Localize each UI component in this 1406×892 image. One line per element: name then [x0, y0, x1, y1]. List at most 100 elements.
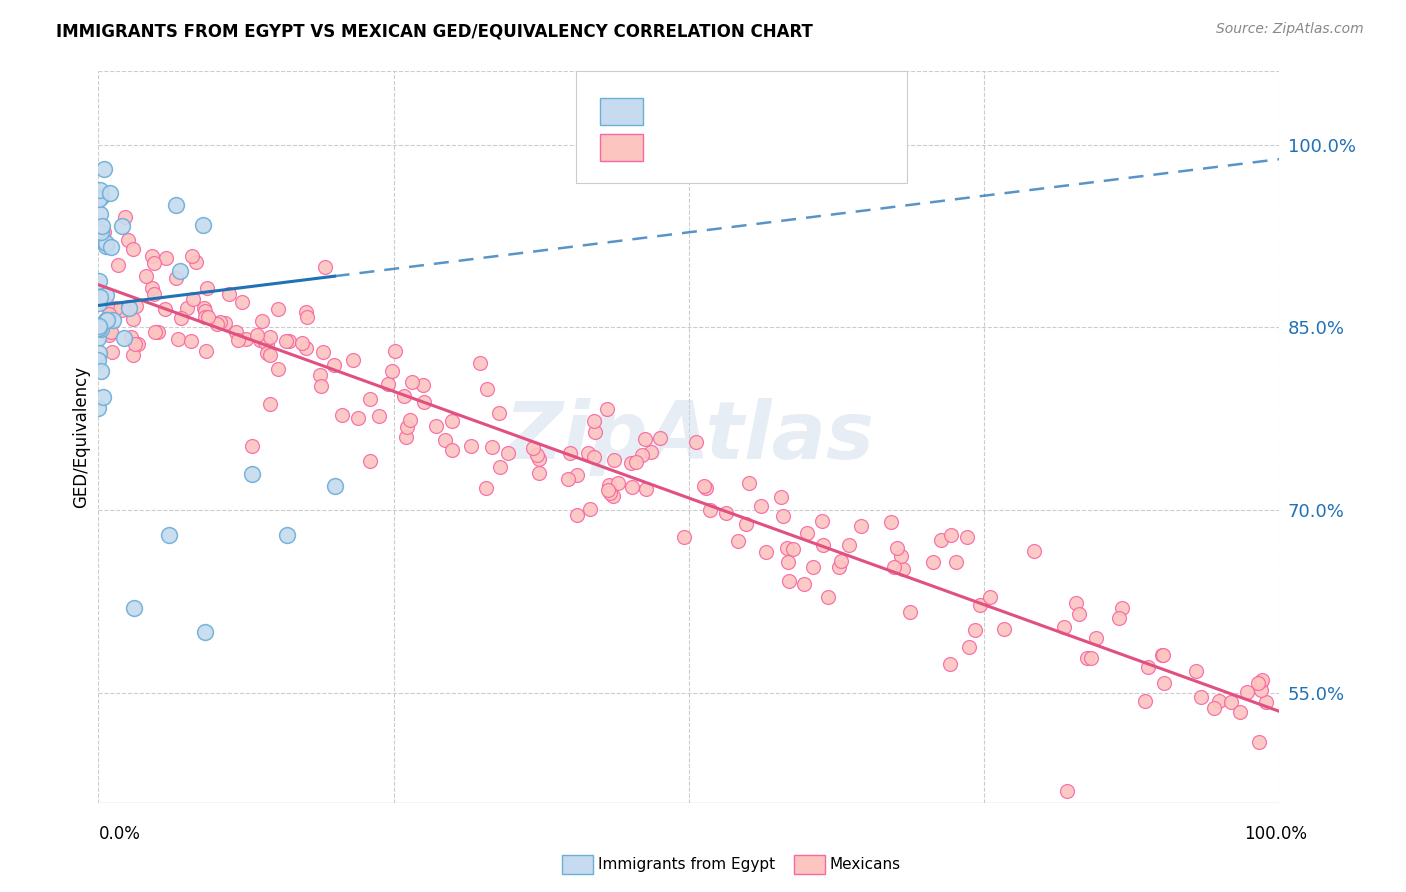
Point	[811, 538, 834, 552]
Point	[1064, 596, 1087, 610]
Point	[460, 439, 482, 453]
Text: 0.0%: 0.0%	[98, 825, 141, 843]
Point	[194, 343, 217, 358]
Point	[249, 333, 271, 347]
Point	[778, 574, 800, 588]
Point	[226, 333, 249, 347]
Point	[596, 401, 619, 416]
Point	[194, 304, 217, 318]
Text: -0.947: -0.947	[699, 137, 768, 157]
Point	[772, 508, 794, 523]
Point	[117, 300, 139, 314]
Point	[583, 450, 606, 464]
Point	[838, 538, 860, 552]
Point	[776, 555, 799, 569]
Point	[96, 298, 118, 312]
Point	[176, 301, 198, 315]
Point	[209, 315, 232, 329]
Point	[96, 287, 118, 301]
Point	[127, 337, 149, 351]
Point	[276, 527, 298, 541]
Point	[309, 368, 332, 382]
Text: ZipAtlas: ZipAtlas	[503, 398, 875, 476]
Point	[309, 378, 332, 392]
Point	[259, 397, 281, 411]
Point	[259, 348, 281, 362]
Point	[180, 249, 202, 263]
Point	[146, 325, 169, 339]
Point	[125, 299, 148, 313]
Point	[267, 361, 290, 376]
Point	[87, 345, 110, 359]
Point	[312, 345, 335, 359]
Point	[1053, 620, 1076, 634]
Point	[475, 481, 498, 495]
Point	[191, 219, 214, 233]
Point	[1152, 648, 1174, 662]
Point	[583, 414, 606, 428]
Point	[107, 258, 129, 272]
Point	[979, 590, 1001, 604]
Point	[97, 328, 120, 343]
Point	[394, 429, 416, 443]
Point	[91, 390, 114, 404]
Point	[105, 301, 128, 315]
Point	[274, 334, 297, 348]
Point	[893, 562, 915, 576]
Point	[1185, 664, 1208, 678]
Point	[111, 302, 134, 317]
Point	[1085, 632, 1108, 646]
Point	[963, 623, 986, 637]
Text: R =: R =	[657, 138, 688, 156]
Point	[141, 280, 163, 294]
Point	[114, 210, 136, 224]
Point	[583, 425, 606, 439]
Point	[256, 337, 278, 351]
Point	[186, 255, 208, 269]
Point	[367, 409, 389, 423]
Point	[1108, 611, 1130, 625]
Point	[194, 625, 217, 640]
Point	[124, 337, 146, 351]
Point	[381, 364, 404, 378]
Point	[412, 377, 434, 392]
Point	[169, 311, 191, 326]
Point	[1024, 544, 1046, 558]
Text: Mexicans: Mexicans	[830, 857, 901, 871]
Point	[1152, 648, 1174, 662]
Point	[291, 336, 314, 351]
Point	[488, 406, 510, 420]
Point	[122, 348, 145, 362]
Point	[100, 326, 122, 340]
Point	[828, 559, 851, 574]
Point	[1219, 695, 1241, 709]
Point	[87, 353, 110, 368]
Point	[1080, 651, 1102, 665]
Point	[599, 486, 621, 500]
Point	[87, 331, 110, 345]
Point	[112, 331, 135, 345]
Point	[169, 263, 191, 277]
Point	[716, 506, 738, 520]
Point	[527, 452, 550, 467]
Point	[526, 448, 548, 462]
Point	[776, 541, 799, 556]
Point	[969, 598, 991, 612]
Point	[157, 527, 180, 541]
Point	[1133, 694, 1156, 708]
Point	[118, 301, 141, 315]
Point	[277, 334, 299, 348]
Point	[214, 316, 236, 330]
Point	[468, 356, 491, 370]
Point	[922, 556, 945, 570]
Point	[256, 345, 278, 359]
Point	[194, 310, 217, 325]
Text: N =: N =	[762, 138, 793, 156]
Point	[810, 514, 832, 528]
Point	[631, 448, 654, 462]
Point	[90, 225, 112, 239]
Point	[434, 433, 457, 447]
Point	[1189, 690, 1212, 704]
Point	[1250, 675, 1272, 690]
Point	[693, 478, 716, 492]
